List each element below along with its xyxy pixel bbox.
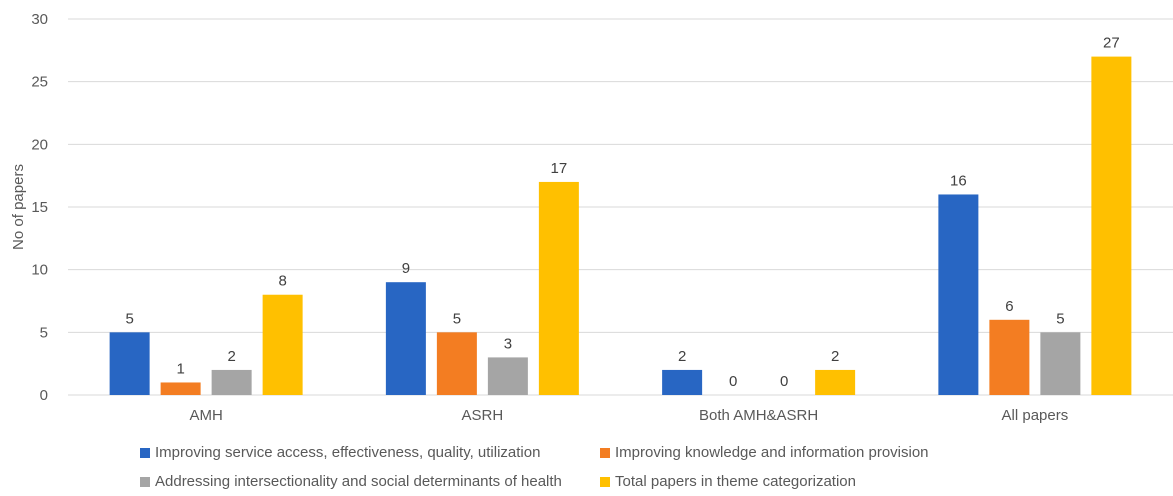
bar-1-0 xyxy=(385,282,426,395)
y-tick-label: 20 xyxy=(31,136,48,153)
legend-swatch-gray xyxy=(140,476,150,487)
bar-0-1 xyxy=(160,382,201,395)
y-tick-label: 15 xyxy=(31,199,48,216)
bar-3-2 xyxy=(1040,332,1081,395)
y-tick-label: 30 xyxy=(31,11,48,28)
legend-label: Improving service access, effectiveness,… xyxy=(155,444,541,461)
y-axis-tick-labels: 0 5 10 15 20 25 30 xyxy=(31,11,48,404)
bar-1-3 xyxy=(538,181,579,395)
bar-0-2 xyxy=(211,369,252,395)
data-label: 5 xyxy=(1056,310,1064,327)
data-label: 3 xyxy=(504,335,512,352)
legend-swatch-yellow xyxy=(600,476,610,487)
bar-2-0 xyxy=(662,369,703,395)
data-label: 17 xyxy=(551,160,568,177)
bar-2-3 xyxy=(815,369,856,395)
category-label: All papers xyxy=(1002,407,1069,424)
legend-label: Improving knowledge and information prov… xyxy=(615,444,929,461)
bar-1-2 xyxy=(487,357,528,395)
category-label: Both AMH&ASRH xyxy=(699,407,818,424)
bar-3-1 xyxy=(989,319,1030,395)
legend: Improving service access, effectiveness,… xyxy=(140,438,1020,496)
legend-swatch-orange xyxy=(600,447,610,458)
bar-0-0 xyxy=(109,332,150,395)
x-axis-category-labels: AMH ASRH Both AMH&ASRH All papers xyxy=(189,407,1068,424)
data-label: 2 xyxy=(678,348,686,365)
bar-1-1 xyxy=(436,332,477,395)
y-tick-label: 25 xyxy=(31,74,48,91)
data-label: 0 xyxy=(729,373,737,390)
data-label: 2 xyxy=(831,348,839,365)
data-labels: 5 1 2 8 9 5 3 17 2 0 0 2 16 6 5 27 xyxy=(125,35,1119,390)
legend-label: Total papers in theme categorization xyxy=(615,473,856,490)
data-label: 0 xyxy=(780,373,788,390)
data-label: 5 xyxy=(453,310,461,327)
bars xyxy=(109,56,1132,395)
gridlines xyxy=(68,18,1173,396)
category-label: AMH xyxy=(189,407,222,424)
data-label: 1 xyxy=(176,360,184,377)
data-label: 2 xyxy=(227,348,235,365)
legend-swatch-blue xyxy=(140,447,150,458)
data-label: 5 xyxy=(125,310,133,327)
y-tick-label: 10 xyxy=(31,262,48,279)
category-label: ASRH xyxy=(462,407,504,424)
data-label: 16 xyxy=(950,172,967,189)
data-label: 8 xyxy=(278,273,286,290)
legend-item-service-access: Improving service access, effectiveness,… xyxy=(140,444,600,461)
data-label: 9 xyxy=(402,260,410,277)
bar-0-3 xyxy=(262,294,303,395)
y-axis-title: No of papers xyxy=(10,164,27,250)
legend-item-total: Total papers in theme categorization xyxy=(600,473,856,490)
legend-item-intersectionality: Addressing intersectionality and social … xyxy=(140,473,600,490)
legend-label: Addressing intersectionality and social … xyxy=(155,473,562,490)
y-tick-label: 0 xyxy=(40,387,48,404)
data-label: 6 xyxy=(1005,298,1013,315)
legend-item-knowledge: Improving knowledge and information prov… xyxy=(600,444,929,461)
data-label: 27 xyxy=(1103,35,1120,52)
bar-3-0 xyxy=(938,194,979,395)
y-tick-label: 5 xyxy=(40,324,48,341)
bar-3-3 xyxy=(1091,56,1132,395)
